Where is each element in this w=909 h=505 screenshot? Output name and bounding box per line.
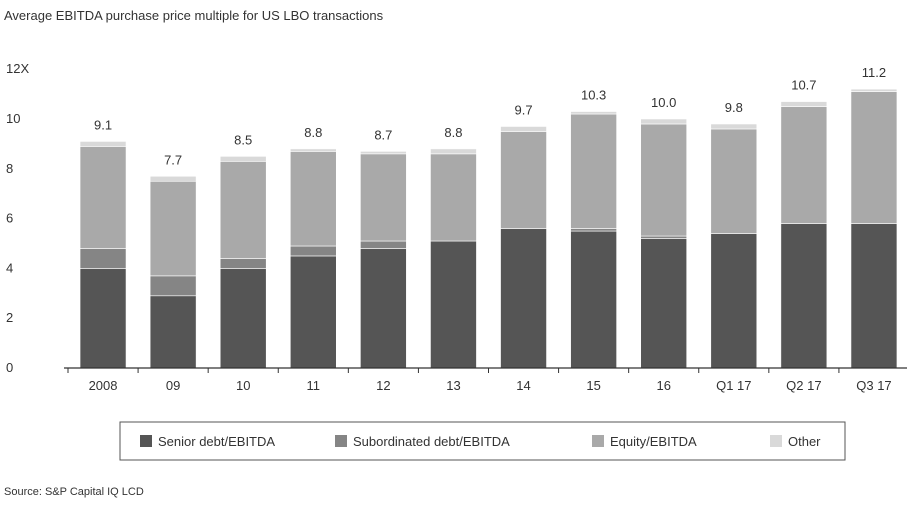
bar-segment — [289, 148, 337, 152]
x-tick-label: Q2 17 — [786, 378, 821, 393]
y-tick-label: 10 — [6, 111, 20, 126]
x-tick-label: 12 — [376, 378, 390, 393]
total-label: 10.0 — [651, 95, 676, 110]
x-axis: 2008 09 10 11 12 13 14 15 16 Q1 17 Q2 17 Q3 17 — [64, 367, 907, 393]
bar-segment — [289, 255, 337, 369]
bar-segment — [780, 101, 828, 107]
x-tick-label: 09 — [166, 378, 180, 393]
total-label: 9.1 — [94, 117, 112, 132]
bar-segment — [219, 258, 267, 269]
x-tick-label: 11 — [307, 378, 321, 393]
source-note: Source: S&P Capital IQ LCD — [4, 486, 144, 498]
total-label: 11.2 — [862, 65, 886, 80]
x-tick-label: 10 — [236, 378, 250, 393]
bar-segment — [360, 248, 407, 369]
bar-segment — [79, 268, 127, 369]
total-label: 8.8 — [304, 125, 322, 140]
legend-swatch — [592, 435, 604, 447]
bar-segment — [430, 153, 477, 242]
x-tick-label: Q1 17 — [716, 378, 751, 393]
bar-segment — [149, 275, 197, 297]
y-tick-label: 8 — [6, 161, 13, 176]
bars — [79, 88, 898, 369]
bar-segment — [79, 146, 127, 249]
bar-segment — [640, 118, 688, 125]
x-tick-label: 13 — [446, 378, 460, 393]
x-tick-label: 15 — [586, 378, 600, 393]
y-tick-label: 2 — [6, 310, 13, 325]
bar-segment — [780, 223, 828, 369]
bar-segment — [570, 113, 617, 229]
legend-label: Other — [788, 434, 821, 449]
bar-segment — [850, 223, 898, 369]
total-label: 9.7 — [515, 102, 533, 117]
bar-segment — [570, 111, 617, 115]
bar-segment — [360, 151, 407, 155]
bar-segment — [289, 151, 337, 247]
legend-box — [119, 421, 846, 461]
bar-segment — [850, 91, 898, 224]
total-labels: 9.1 7.7 8.5 8.8 8.7 8.8 9.7 10.3 10.0 9.8 10.7 11.2 — [94, 65, 886, 167]
bar-segment — [570, 228, 617, 232]
bar-segment — [79, 141, 127, 147]
legend-label: Equity/EBITDA — [610, 434, 697, 449]
y-tick-label: 4 — [6, 260, 13, 275]
bar-segment — [79, 248, 127, 269]
bar-segment — [710, 128, 758, 234]
chart-title: Average EBITDA purchase price multiple f… — [4, 8, 384, 23]
bar-segment — [640, 123, 688, 237]
bar-segment — [360, 240, 407, 249]
y-tick-label: 12X — [6, 61, 29, 76]
bar-segment — [360, 153, 407, 242]
bar-segment — [149, 295, 197, 369]
x-tick-label: 14 — [516, 378, 530, 393]
bar-segment — [640, 235, 688, 239]
total-label: 8.5 — [234, 132, 252, 147]
x-tick-label: 2008 — [89, 378, 118, 393]
total-label: 10.3 — [581, 88, 606, 103]
total-label: 8.7 — [374, 127, 392, 142]
bar-segment — [219, 156, 267, 162]
y-tick-label: 6 — [6, 211, 13, 226]
legend-label: Senior debt/EBITDA — [158, 434, 275, 449]
legend-label: Subordinated debt/EBITDA — [353, 434, 510, 449]
bar-segment — [149, 175, 197, 182]
y-tick-label: 0 — [6, 360, 13, 375]
bar-segment — [149, 180, 197, 277]
bar-segment — [640, 238, 688, 369]
bar-segment — [430, 240, 477, 369]
bar-segment — [219, 268, 267, 369]
bar-segment — [710, 233, 758, 369]
legend-swatch — [335, 435, 347, 447]
legend: Senior debt/EBITDA Subordinated debt/EBIT… — [119, 421, 846, 461]
total-label: 9.8 — [725, 100, 743, 115]
total-label: 7.7 — [164, 152, 182, 167]
bar-segment — [289, 245, 337, 257]
bar-segment — [850, 88, 898, 92]
x-tick-label: 16 — [656, 378, 670, 393]
bar-segment — [500, 228, 547, 369]
legend-swatch — [770, 435, 782, 447]
x-tick-label: Q3 17 — [856, 378, 891, 393]
y-axis: 0 2 4 6 8 10 12X — [6, 61, 29, 375]
bar-segment — [219, 161, 267, 259]
bar-segment — [430, 148, 477, 155]
bar-segment — [780, 106, 828, 224]
total-label: 8.8 — [444, 125, 462, 140]
bar-segment — [500, 126, 547, 132]
bar-segment — [710, 123, 758, 130]
bar-segment — [570, 230, 617, 369]
bar-segment — [500, 131, 547, 229]
total-label: 10.7 — [791, 78, 816, 93]
legend-swatch — [140, 435, 152, 447]
